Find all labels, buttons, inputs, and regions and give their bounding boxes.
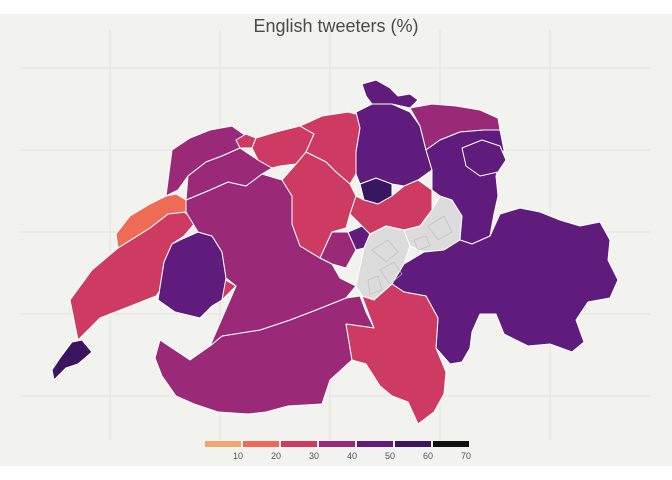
region-zurich[interactable] [355, 103, 433, 187]
legend-tick: 10 [232, 451, 244, 461]
region-bern[interactable] [185, 173, 357, 347]
color-legend: 10 20 30 40 50 60 70 [205, 441, 472, 463]
region-appenzell[interactable] [461, 139, 507, 177]
legend-swatch [205, 441, 241, 447]
region-graubunden[interactable] [391, 207, 619, 365]
legend-tick: 50 [384, 451, 396, 461]
legend-tick: 70 [460, 451, 472, 461]
legend-swatch [433, 441, 469, 447]
region-geneva[interactable] [51, 339, 93, 381]
relief-shading [367, 215, 453, 295]
legend-swatch [319, 441, 355, 447]
region-solothurn[interactable] [185, 147, 273, 201]
map-title: English tweeters (%) [253, 16, 419, 36]
legend-tick: 20 [270, 451, 282, 461]
legend-swatch [357, 441, 393, 447]
legend-swatch [395, 441, 431, 447]
legend-tick: 30 [308, 451, 320, 461]
legend-tick: 40 [346, 451, 358, 461]
legend-tick: 60 [422, 451, 434, 461]
region-ticino[interactable] [345, 283, 447, 425]
legend-swatch [243, 441, 279, 447]
region-schaffhausen[interactable] [361, 79, 419, 109]
legend-swatch [281, 441, 317, 447]
